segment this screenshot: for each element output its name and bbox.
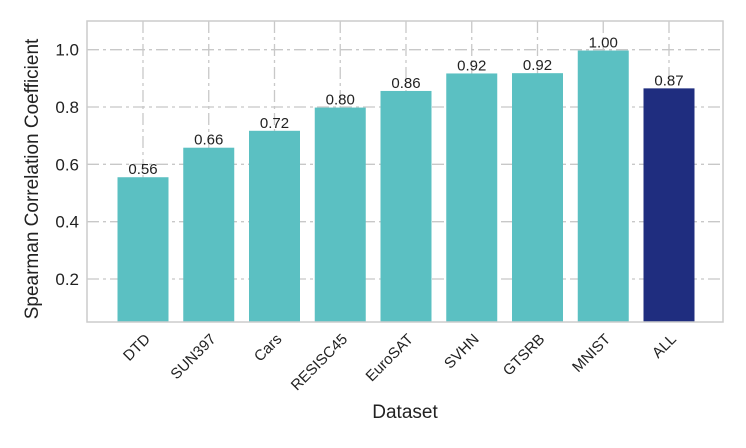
x-axis-title: Dataset bbox=[372, 402, 438, 423]
y-tick-label: 0.4 bbox=[55, 213, 79, 232]
x-tick-label-mnist: MNIST bbox=[569, 331, 614, 376]
x-tick-label-svhn: SVHN bbox=[441, 331, 482, 372]
x-tick-label-gtsrb: GTSRB bbox=[500, 331, 549, 380]
bars-layer bbox=[117, 50, 695, 323]
x-tick-label-cars: Cars bbox=[251, 331, 285, 365]
data-label-dtd: 0.56 bbox=[128, 161, 157, 178]
bar-resisc45 bbox=[314, 107, 366, 322]
bar-cars bbox=[249, 130, 300, 322]
x-tick-label-dtd: DTD bbox=[120, 331, 154, 365]
bar-gtsrb bbox=[512, 73, 563, 322]
y-tick-labels: 0.2 0.4 0.6 0.8 1.0 bbox=[55, 41, 79, 289]
x-tick-labels: DTD SUN397 Cars RESISC45 EuroSAT SVHN GTSRB MNI… bbox=[120, 331, 680, 394]
x-tick-label-all: ALL bbox=[649, 331, 680, 362]
data-label-eurosat: 0.86 bbox=[391, 75, 420, 92]
x-tick-label-eurosat: EuroSAT bbox=[363, 331, 417, 385]
data-label-sun397: 0.66 bbox=[194, 132, 223, 149]
data-label-all: 0.87 bbox=[654, 72, 683, 89]
x-tick-label-sun397: SUN397 bbox=[167, 331, 219, 383]
bar-sun397 bbox=[183, 147, 235, 322]
y-tick-label: 0.8 bbox=[55, 98, 79, 117]
bar-all bbox=[643, 88, 695, 322]
y-tick-label: 1.0 bbox=[55, 41, 79, 60]
bar-dtd bbox=[117, 177, 169, 322]
data-label-cars: 0.72 bbox=[260, 115, 289, 132]
bar-mnist bbox=[577, 50, 629, 322]
y-tick-label: 0.6 bbox=[55, 155, 79, 174]
y-tick-label: 0.2 bbox=[55, 270, 79, 289]
bar-svhn bbox=[446, 73, 498, 323]
plot-frame bbox=[86, 20, 724, 323]
data-labels-layer: 0.56 0.66 0.72 0.80 0.86 0.92 0.92 1.00 0.87 bbox=[128, 35, 683, 179]
x-tick-label-resisc45: RESISC45 bbox=[288, 331, 351, 394]
data-label-gtsrb: 0.92 bbox=[523, 57, 552, 74]
bar-eurosat bbox=[380, 90, 432, 323]
data-label-resisc45: 0.80 bbox=[326, 92, 355, 109]
data-label-mnist: 1.00 bbox=[589, 35, 618, 52]
y-axis-title: Spearman Correlation Coefficient bbox=[22, 38, 43, 319]
data-label-svhn: 0.92 bbox=[457, 57, 486, 74]
